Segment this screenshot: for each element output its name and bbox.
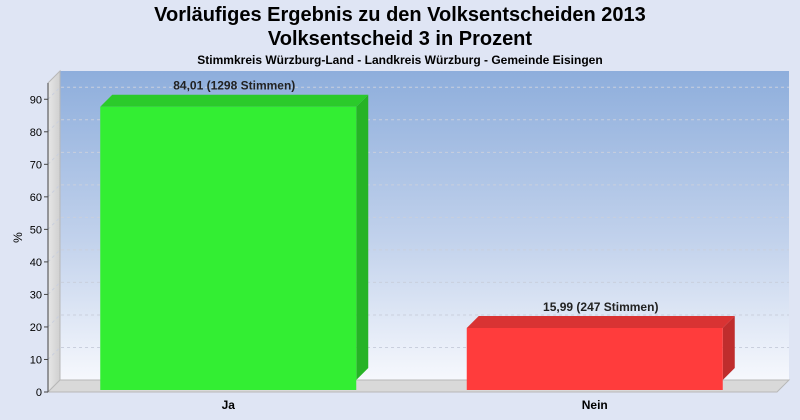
y-tick-label: 50 <box>30 224 42 236</box>
data-label: 84,01 (1298 Stimmen) <box>173 79 295 93</box>
bar-top <box>466 315 735 328</box>
y-tick-label: 80 <box>30 127 42 139</box>
bar-ja <box>100 106 357 390</box>
y-tick-label: 10 <box>30 354 42 366</box>
bar-side <box>722 315 735 380</box>
chart-title-line-2: Volksentscheid 3 in Prozent <box>267 28 533 50</box>
y-tick-label: 0 <box>36 387 42 399</box>
x-tick-label: Ja <box>222 398 236 412</box>
y-tick-label: 30 <box>30 289 42 301</box>
chart-subtitle: Stimmkreis Würzburg-Land - Landkreis Wür… <box>197 53 603 67</box>
chart-title: Vorläufiges Ergebnis zu den Volksentsche… <box>154 4 646 26</box>
bar-top <box>100 94 369 107</box>
x-tick-label: Nein <box>582 398 608 412</box>
y-tick-label: 70 <box>30 159 42 171</box>
y-tick-label: 60 <box>30 192 42 204</box>
y-axis-label: % <box>11 232 25 243</box>
y-tick-label: 90 <box>30 94 42 106</box>
y-tick-label: 20 <box>30 322 42 334</box>
y-tick-label: 40 <box>30 257 42 269</box>
bar-nein <box>466 327 723 390</box>
bar-side <box>356 94 369 380</box>
data-label: 15,99 (247 Stimmen) <box>543 300 658 314</box>
side-wall <box>47 69 61 394</box>
